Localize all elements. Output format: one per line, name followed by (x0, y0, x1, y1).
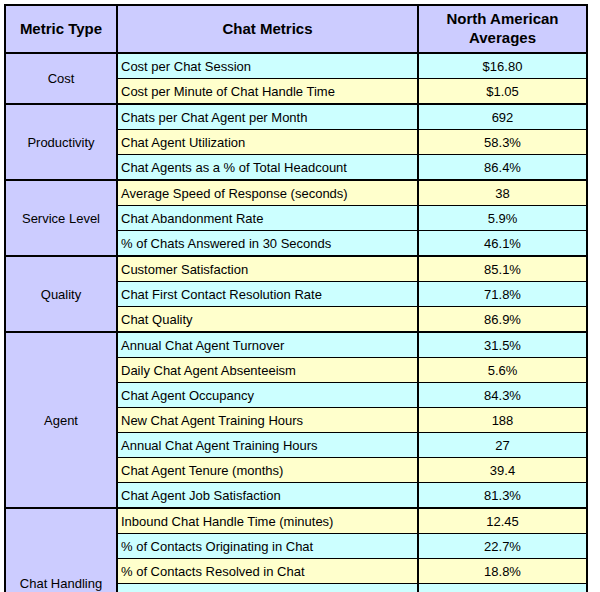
column-header-metric-type: Metric Type (5, 5, 117, 53)
table-row: CostCost per Chat Session$16.80 (5, 53, 587, 79)
metric-label-cell: Chat First Contact Resolution Rate (117, 282, 418, 307)
metric-label-cell: Inbound Chat Handle Time (minutes) (117, 508, 418, 534)
metric-value-cell: 81.3% (418, 483, 587, 509)
metric-type-cell: Chat Handling (5, 508, 117, 592)
metric-value-cell: 5.6% (418, 358, 587, 383)
metric-value-cell: 46.1% (418, 231, 587, 257)
metric-label-cell: Cost per Minute of Chat Handle Time (117, 79, 418, 105)
metric-type-cell: Productivity (5, 104, 117, 180)
metric-value-cell: 27 (418, 433, 587, 458)
metric-value-cell: 22.7% (418, 534, 587, 559)
metric-value-cell: 12.45 (418, 508, 587, 534)
metric-value-cell: 5.9% (418, 206, 587, 231)
metric-value-cell: $16.80 (418, 53, 587, 79)
metric-value-cell: $1.05 (418, 79, 587, 105)
metric-value-cell: 31.5% (418, 332, 587, 358)
metric-value-cell: 84.3% (418, 383, 587, 408)
metric-label-cell: % of Chats Answered in 30 Seconds (117, 231, 418, 257)
metric-value-cell: 58.3% (418, 130, 587, 155)
metric-label-cell: Daily Chat Agent Absenteeism (117, 358, 418, 383)
metric-label-cell: % Failover Rate from Chat to Voice (117, 584, 418, 592)
metric-label-cell: Average Speed of Response (seconds) (117, 180, 418, 206)
metric-label-cell: Chats per Chat Agent per Month (117, 104, 418, 130)
metric-label-cell: Chat Agent Utilization (117, 130, 418, 155)
metric-value-cell: 18.8% (418, 559, 587, 584)
chat-metrics-table: Metric Type Chat Metrics North American … (4, 4, 588, 592)
chat-metrics-table-container: Metric Type Chat Metrics North American … (4, 4, 588, 592)
metric-label-cell: New Chat Agent Training Hours (117, 408, 418, 433)
metric-label-cell: Chat Agent Job Satisfaction (117, 483, 418, 509)
column-header-chat-metrics: Chat Metrics (117, 5, 418, 53)
column-header-north-american-averages: North American Averages (418, 5, 587, 53)
metric-label-cell: Annual Chat Agent Training Hours (117, 433, 418, 458)
metric-value-cell: 86.4% (418, 155, 587, 181)
metric-label-cell: Customer Satisfaction (117, 256, 418, 282)
metric-label-cell: Chat Agents as a % of Total Headcount (117, 155, 418, 181)
metric-value-cell: 17.2% (418, 584, 587, 592)
metric-label-cell: Chat Agent Occupancy (117, 383, 418, 408)
metric-value-cell: 188 (418, 408, 587, 433)
metric-value-cell: 38 (418, 180, 587, 206)
metric-value-cell: 71.8% (418, 282, 587, 307)
metric-type-cell: Quality (5, 256, 117, 332)
metric-label-cell: % of Contacts Resolved in Chat (117, 559, 418, 584)
metric-type-cell: Service Level (5, 180, 117, 256)
metric-label-cell: Annual Chat Agent Turnover (117, 332, 418, 358)
metric-value-cell: 692 (418, 104, 587, 130)
metric-value-cell: 39.4 (418, 458, 587, 483)
metric-label-cell: Chat Quality (117, 307, 418, 333)
metric-label-cell: Chat Abandonment Rate (117, 206, 418, 231)
metric-type-cell: Agent (5, 332, 117, 508)
table-row: AgentAnnual Chat Agent Turnover31.5% (5, 332, 587, 358)
metric-label-cell: Chat Agent Tenure (months) (117, 458, 418, 483)
metric-label-cell: % of Contacts Originating in Chat (117, 534, 418, 559)
table-row: Service LevelAverage Speed of Response (… (5, 180, 587, 206)
metric-label-cell: Cost per Chat Session (117, 53, 418, 79)
metric-value-cell: 85.1% (418, 256, 587, 282)
metric-type-cell: Cost (5, 53, 117, 104)
table-row: ProductivityChats per Chat Agent per Mon… (5, 104, 587, 130)
header-row: Metric Type Chat Metrics North American … (5, 5, 587, 53)
table-row: QualityCustomer Satisfaction85.1% (5, 256, 587, 282)
metric-value-cell: 86.9% (418, 307, 587, 333)
table-row: Chat HandlingInbound Chat Handle Time (m… (5, 508, 587, 534)
